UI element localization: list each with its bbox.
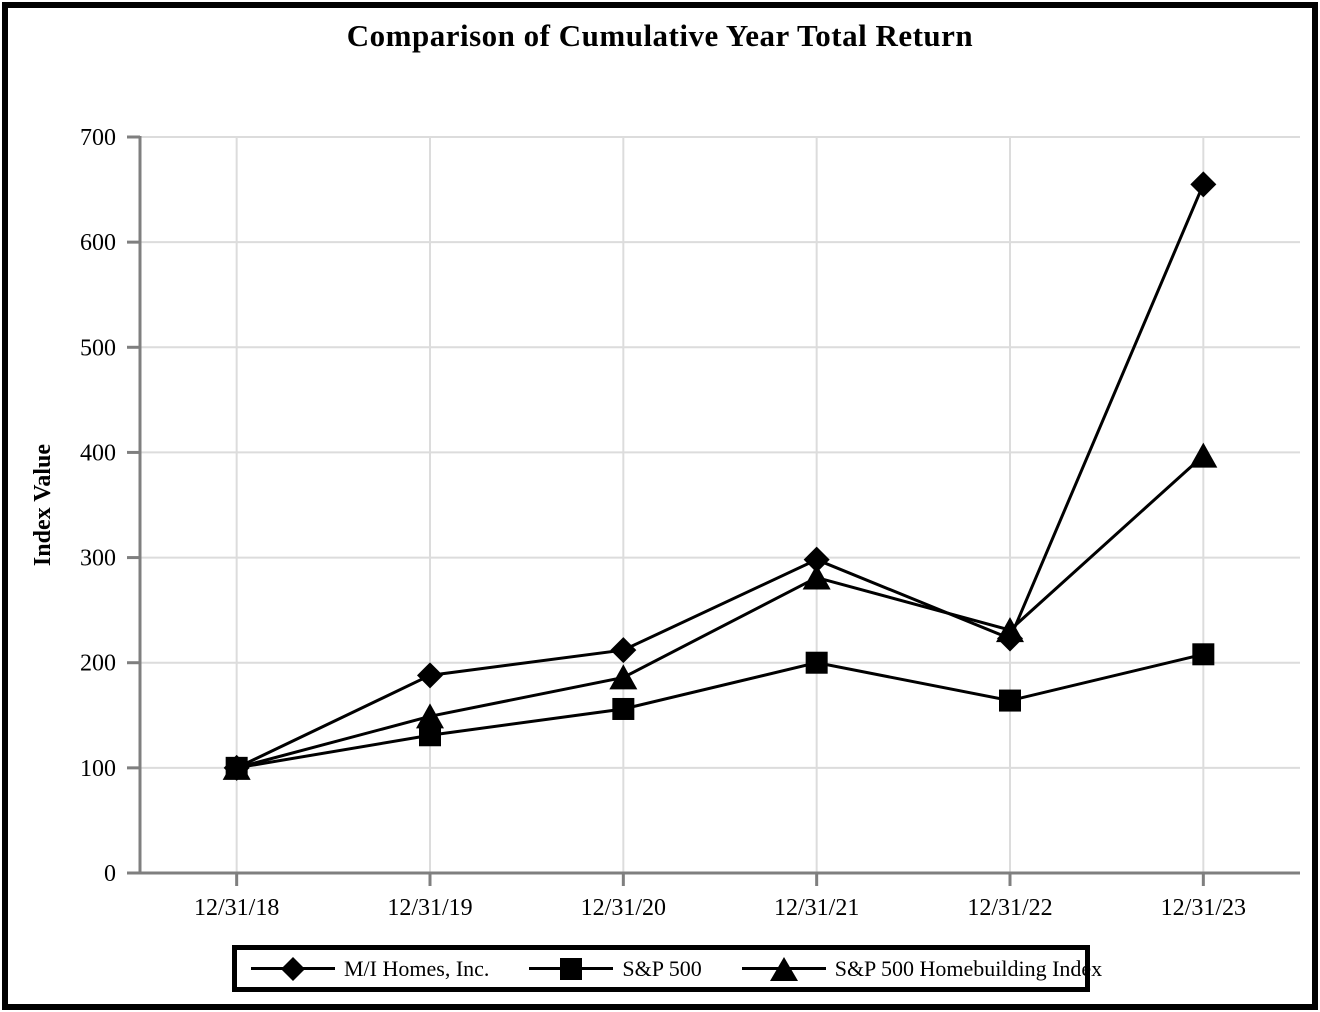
square-marker-icon — [1192, 643, 1215, 666]
x-tick-label: 12/31/23 — [1161, 895, 1246, 921]
diamond-marker-icon — [803, 546, 830, 573]
x-tick-label: 12/31/21 — [774, 895, 859, 921]
triangle-marker-icon — [222, 754, 251, 780]
legend-label: M/I Homes, Inc. — [344, 955, 490, 981]
x-tick-label: 12/31/18 — [194, 895, 279, 921]
y-tick-label: 0 — [104, 861, 116, 887]
legend-label: S&P 500 — [622, 955, 702, 981]
triangle-marker-icon — [996, 617, 1024, 643]
square-marker-icon — [419, 724, 441, 747]
y-tick-label: 600 — [80, 230, 116, 256]
x-tick-label: 12/31/22 — [967, 895, 1052, 921]
triangle-marker-icon — [416, 703, 444, 729]
diamond-marker-icon — [417, 662, 443, 689]
series-line-triangle — [236, 454, 1205, 770]
diamond-marker-icon — [280, 956, 306, 981]
x-tick-label: 12/31/19 — [387, 895, 472, 921]
y-tick-label: 300 — [80, 546, 116, 572]
diamond-marker-icon — [610, 637, 637, 664]
y-tick-label: 700 — [80, 125, 116, 151]
x-tick-label: 12/31/20 — [581, 895, 666, 921]
triangle-marker-icon — [609, 664, 638, 690]
diamond-marker-icon — [1190, 171, 1217, 198]
triangle-marker-icon — [802, 564, 831, 590]
square-marker-icon — [805, 651, 828, 674]
triangle-marker-icon — [1189, 442, 1218, 468]
y-tick-label: 100 — [80, 756, 116, 782]
legend-item-sp500-homebuilding: S&P 500 Homebuilding Index — [741, 955, 1103, 982]
chart-title: Comparison of Cumulative Year Total Retu… — [346, 18, 974, 53]
legend-item-mi-homes: M/I Homes, Inc. — [251, 956, 489, 982]
legend: M/I Homes, Inc. S&P 500 S&P 500 Homebuil… — [232, 945, 1102, 992]
square-marker-icon — [612, 697, 635, 720]
series-line-square — [236, 652, 1204, 770]
legend-line-sample — [251, 956, 335, 981]
y-tick-label: 200 — [80, 651, 116, 677]
legend-line-sample — [741, 956, 826, 981]
y-tick-label: 400 — [80, 440, 116, 466]
square-marker-icon — [999, 689, 1021, 712]
y-tick-label: 500 — [80, 335, 116, 361]
legend-item-sp500: S&P 500 — [529, 955, 702, 982]
triangle-marker-icon — [769, 956, 798, 981]
legend-line-sample — [529, 957, 614, 980]
square-marker-icon — [560, 957, 583, 980]
series-line-diamond — [236, 183, 1205, 770]
legend-label: S&P 500 Homebuilding Index — [834, 955, 1103, 981]
